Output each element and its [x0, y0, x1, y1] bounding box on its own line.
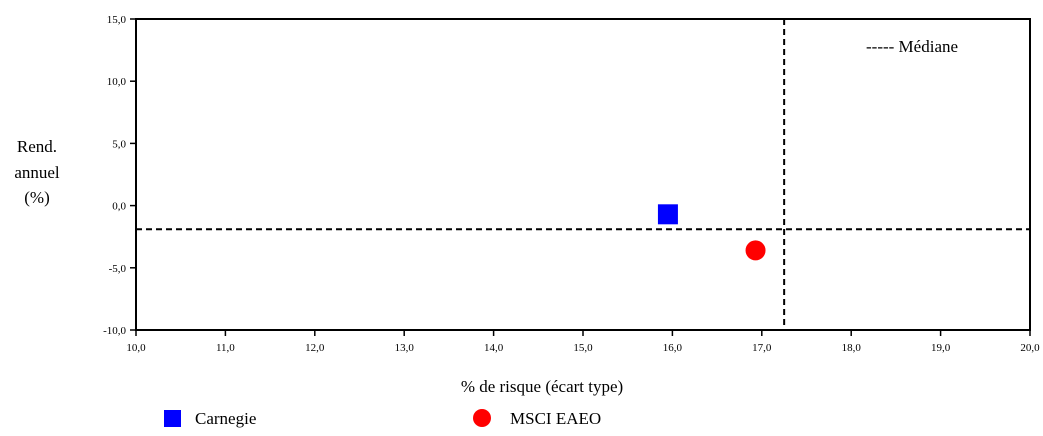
x-tick-label: 17,0: [752, 342, 772, 354]
median-legend: ----- Médiane: [866, 37, 958, 56]
x-tick-label: 20,0: [1020, 342, 1040, 354]
y-tick-label: 5,0: [112, 138, 126, 150]
axis-layer: 10,0 11,0 12,0 13,0 14,0 15,0 16,0 17,0 18,0 19,0…: [103, 14, 1040, 354]
y-axis-title-line-1: Rend.: [17, 137, 57, 156]
legend-swatch-msci-eaeo: [473, 409, 491, 427]
plot-layer: [136, 19, 1030, 330]
x-tick-label: 19,0: [931, 342, 951, 354]
x-tick-label: 11,0: [216, 342, 235, 354]
x-tick-label: 12,0: [305, 342, 325, 354]
y-axis-title-line-2: annuel: [14, 163, 60, 182]
legend-label-carnegie: Carnegie: [195, 409, 256, 428]
x-axis-title: % de risque (écart type): [461, 377, 623, 396]
y-axis-title-line-3: (%): [24, 188, 49, 207]
x-tick-label: 13,0: [395, 342, 415, 354]
data-point-carnegie: [657, 204, 678, 225]
x-tick-label: 18,0: [842, 342, 862, 354]
legend-swatch-carnegie: [164, 410, 181, 427]
y-tick-label: 10,0: [107, 76, 127, 88]
x-tick-label: 10,0: [126, 342, 146, 354]
y-tick-label: -5,0: [109, 263, 127, 275]
x-tick-label: 15,0: [573, 342, 593, 354]
data-point-msci-eaeo: [745, 240, 766, 261]
legend-label-msci-eaeo: MSCI EAEO: [510, 409, 601, 428]
x-tick-label: 16,0: [663, 342, 683, 354]
y-tick-label: -10,0: [103, 325, 126, 337]
y-tick-label: 0,0: [112, 201, 126, 213]
x-tick-label: 14,0: [484, 342, 504, 354]
plot-frame: [135, 18, 1031, 331]
legend: Carnegie MSCI EAEO: [164, 409, 601, 428]
y-tick-label: 15,0: [107, 14, 127, 26]
